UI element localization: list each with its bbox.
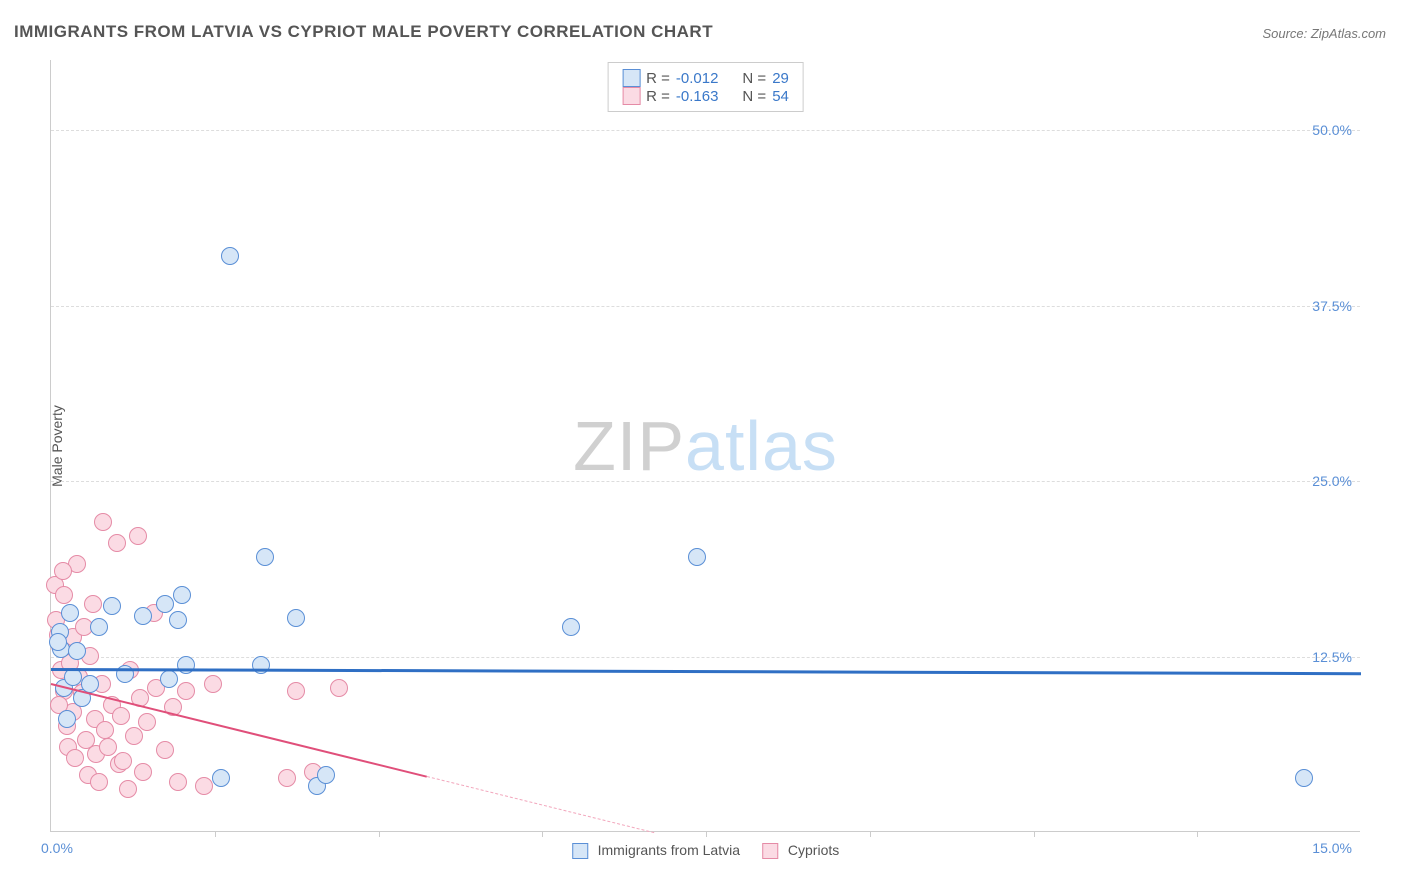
scatter-point [330,679,348,697]
scatter-point [112,707,130,725]
scatter-point [108,534,126,552]
scatter-point [54,562,72,580]
scatter-point [99,738,117,756]
scatter-point [68,642,86,660]
scatter-point [138,713,156,731]
chart-plot-area: ZIPatlas R = -0.012 N = 29 R = -0.163 N … [50,60,1360,832]
watermark-light: atlas [685,407,838,485]
scatter-point [55,586,73,604]
legend-swatch [572,843,588,859]
scatter-point [177,656,195,674]
scatter-point [61,604,79,622]
scatter-point [49,633,67,651]
n-value: 29 [772,70,789,87]
scatter-point [177,682,195,700]
chart-title: IMMIGRANTS FROM LATVIA VS CYPRIOT MALE P… [14,22,713,42]
legend-item: Immigrants from Latvia [572,842,740,859]
x-tick-mark [1034,831,1035,837]
scatter-point [81,675,99,693]
scatter-point [66,749,84,767]
scatter-point [195,777,213,795]
x-tick-mark [379,831,380,837]
x-tick-mark [706,831,707,837]
scatter-point [173,586,191,604]
x-axis-min-label: 0.0% [41,840,73,856]
series-legend: Immigrants from Latvia Cypriots [572,842,840,859]
r-label: R = [646,70,670,87]
r-value: -0.163 [676,88,719,105]
scatter-point [96,721,114,739]
scatter-point [94,513,112,531]
scatter-point [212,769,230,787]
legend-swatch [622,87,640,105]
scatter-point [84,595,102,613]
scatter-point [256,548,274,566]
scatter-point [129,527,147,545]
y-tick-label: 37.5% [1312,298,1352,314]
legend-label: Cypriots [788,842,839,858]
x-axis-max-label: 15.0% [1312,840,1352,856]
correlation-legend: R = -0.012 N = 29 R = -0.163 N = 54 [607,62,804,112]
legend-row: R = -0.163 N = 54 [622,87,789,105]
legend-label: Immigrants from Latvia [598,842,740,858]
r-label: R = [646,88,670,105]
scatter-point [156,741,174,759]
r-value: -0.012 [676,70,719,87]
scatter-point [58,710,76,728]
scatter-point [287,609,305,627]
scatter-point [317,766,335,784]
watermark-strong: ZIP [573,407,685,485]
scatter-point [90,618,108,636]
scatter-point [169,611,187,629]
legend-swatch [762,843,778,859]
scatter-point [169,773,187,791]
gridline [51,657,1360,658]
gridline [51,481,1360,482]
legend-item: Cypriots [762,842,839,859]
scatter-point [278,769,296,787]
trend-line [426,776,653,833]
n-label: N = [742,88,766,105]
trend-line [51,668,1361,675]
scatter-point [160,670,178,688]
source-label: Source: ZipAtlas.com [1262,26,1386,41]
gridline [51,130,1360,131]
x-tick-mark [215,831,216,837]
x-tick-mark [870,831,871,837]
scatter-point [103,597,121,615]
n-label: N = [742,70,766,87]
scatter-point [204,675,222,693]
x-tick-mark [1197,831,1198,837]
scatter-point [688,548,706,566]
legend-row: R = -0.012 N = 29 [622,69,789,87]
scatter-point [221,247,239,265]
scatter-point [562,618,580,636]
gridline [51,306,1360,307]
legend-swatch [622,69,640,87]
scatter-point [119,780,137,798]
scatter-point [90,773,108,791]
y-tick-label: 25.0% [1312,473,1352,489]
y-tick-label: 50.0% [1312,122,1352,138]
scatter-point [156,595,174,613]
y-tick-label: 12.5% [1312,649,1352,665]
watermark: ZIPatlas [573,406,838,486]
x-tick-mark [542,831,543,837]
scatter-point [134,763,152,781]
scatter-point [125,727,143,745]
n-value: 54 [772,88,789,105]
scatter-point [287,682,305,700]
scatter-point [1295,769,1313,787]
scatter-point [134,607,152,625]
scatter-point [114,752,132,770]
